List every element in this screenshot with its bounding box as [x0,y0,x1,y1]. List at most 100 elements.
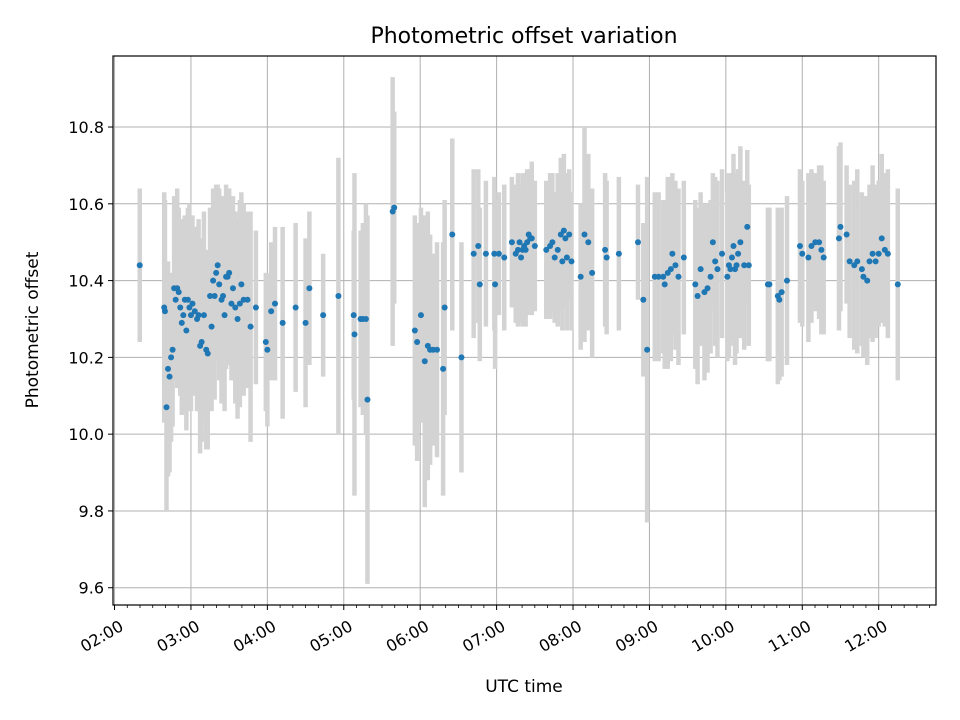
data-point [391,204,398,211]
data-point [843,231,850,238]
data-point [568,258,575,265]
data-point [660,273,667,280]
data-point [252,304,259,311]
data-point [175,289,182,296]
data-point [866,258,873,265]
data-point [805,254,812,261]
plot-frame [112,55,937,606]
data-point [816,239,823,246]
data-point [776,296,783,303]
data-point [846,258,853,265]
y-tick-label: 9.6 [79,579,104,598]
data-point [714,266,721,273]
data-point [875,250,882,257]
data-point [268,308,275,315]
data-point [869,250,876,257]
data-point [208,323,215,330]
data-point [492,281,499,288]
data-point [735,250,742,257]
data-point [362,315,369,322]
data-point [306,285,313,292]
data-point [229,285,236,292]
data-point [878,235,885,242]
data-point [191,308,198,315]
data-point [808,243,815,250]
x-tick-label: 06:00 [383,616,432,656]
data-point [644,346,651,353]
data-points [136,204,901,411]
x-tick-label: 09:00 [612,616,661,656]
y-tick-label: 10.4 [68,272,104,291]
data-point [522,246,529,253]
data-point [207,292,214,299]
data-point [730,243,737,250]
data-point [783,277,790,284]
data-point [709,239,716,246]
data-point [364,396,371,403]
data-point [200,312,207,319]
data-point [495,250,502,257]
data-point [733,262,740,269]
data-point [697,266,704,273]
data-point [796,243,803,250]
data-point [712,258,719,265]
data-point [672,262,679,269]
data-point [272,300,279,307]
data-point [563,254,570,261]
data-point [661,281,668,288]
data-point [528,235,535,242]
data-point [602,246,609,253]
data-point [581,231,588,238]
x-tick-label: 02:00 [77,616,126,656]
data-point [549,239,556,246]
data-point [180,312,187,319]
data-point [724,273,731,280]
data-point [213,269,220,276]
data-point [518,254,525,261]
data-point [894,281,901,288]
data-point [778,289,785,296]
data-point [508,239,515,246]
data-point [417,312,424,319]
data-point [491,250,498,257]
data-point [168,354,175,361]
y-axis-ticks: 9.6 9.8 10.0 10.2 10.4 10.6 10.8 [68,118,113,598]
data-point [559,258,566,265]
data-point [854,258,861,265]
x-tick-label: 12:00 [841,616,890,656]
data-point [163,404,170,411]
data-point [247,323,254,330]
data-point [169,346,176,353]
data-point [204,350,211,357]
data-point [165,365,172,372]
data-point [292,304,299,311]
data-point [741,262,748,269]
data-point [884,250,891,257]
chart-title: Photometric offset variation [370,24,677,49]
data-point [414,339,421,346]
y-axis-label: Photometric offset [23,251,43,408]
data-point [351,331,358,338]
data-point [860,273,867,280]
data-point [264,346,271,353]
y-tick-label: 10.6 [68,195,104,214]
data-point [560,227,567,234]
error-bars [137,77,901,584]
data-point [603,254,610,261]
data-point [799,250,806,257]
data-point [228,300,235,307]
data-point [858,266,865,273]
data-point [234,315,241,322]
x-tick-label: 03:00 [154,616,203,656]
data-point [585,239,592,246]
data-point [745,262,752,269]
data-point [238,281,245,288]
data-point [187,312,194,319]
data-point [577,273,584,280]
y-tick-label: 10.0 [68,425,104,444]
data-point [411,327,418,334]
data-point [531,243,538,250]
data-point [216,281,223,288]
data-point [766,281,773,288]
data-point [694,292,701,299]
